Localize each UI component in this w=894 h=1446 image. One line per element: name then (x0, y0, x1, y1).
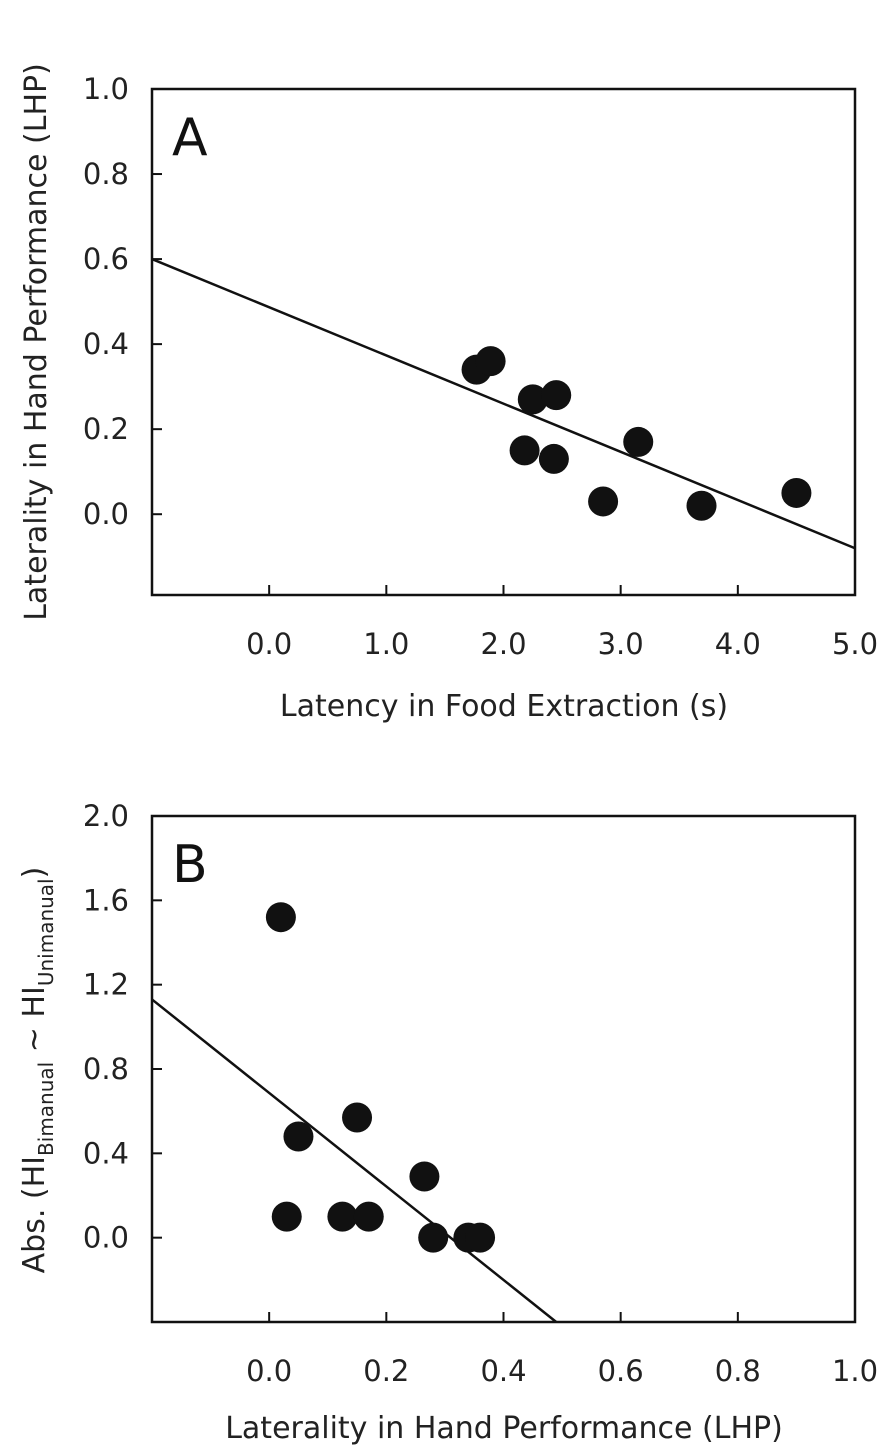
x-tick-label: 0.8 (715, 1354, 761, 1388)
y-axis-title-a: Laterality in Hand Performance (LHP) (19, 63, 54, 621)
panel-label-b: B (172, 835, 208, 895)
data-point (686, 490, 717, 521)
data-point (418, 1222, 449, 1253)
y-tick-label: 1.2 (83, 968, 129, 1002)
panel-b: 0.00.40.81.21.62.0 0.0 0.2 0.4 0.6 0.8 1.0 B … (17, 799, 878, 1446)
data-point (283, 1121, 314, 1152)
y-tick-label: 2.0 (83, 799, 129, 833)
y-tick-label: 0.8 (83, 157, 129, 191)
data-point (265, 902, 296, 933)
data-point (588, 486, 619, 517)
x-tick-label: 4.0 (715, 627, 761, 661)
data-point (465, 1222, 496, 1253)
data-point (409, 1161, 440, 1192)
x-axis-title-a: Latency in Food Extraction (s) (280, 689, 728, 724)
data-point (271, 1201, 302, 1232)
y-tick-label: 1.0 (83, 72, 129, 106)
y-tick-label: 0.4 (83, 327, 129, 361)
plot-frame-a (150, 87, 857, 597)
data-point (342, 1102, 373, 1133)
y-axis-title-b: Abs. (HIBimanual ~ HIUnimanual) (17, 867, 58, 1274)
x-tick-label: 0.6 (598, 1354, 644, 1388)
y-title-b-sub2: Unimanual (34, 878, 58, 986)
data-point (353, 1201, 384, 1232)
panel-label-a: A (172, 108, 208, 168)
x-tick-label: 0.0 (246, 1354, 292, 1388)
data-point (475, 346, 506, 377)
y-title-b-suffix: ) (17, 867, 52, 879)
data-point (538, 443, 569, 474)
data-point (623, 426, 654, 457)
x-tick-label: 3.0 (598, 627, 644, 661)
x-tick-label: 0.4 (480, 1354, 526, 1388)
x-tick-label: 0.2 (363, 1354, 409, 1388)
y-tick-label: 0.4 (83, 1136, 129, 1170)
y-tick-label: 1.6 (83, 883, 129, 917)
panel-a: 0.00.20.40.60.81.0 0.0 1.0 2.0 3.0 4.0 5.0 A … (19, 63, 878, 724)
x-axis-title-b: Laterality in Hand Performance (LHP) (225, 1411, 783, 1446)
data-point (517, 384, 548, 415)
x-tick-label: 0.0 (246, 627, 292, 661)
y-tick-label: 0.0 (83, 1221, 129, 1255)
x-tick-label: 2.0 (480, 627, 526, 661)
y-tick-label: 0.2 (83, 412, 129, 446)
data-point (509, 435, 540, 466)
data-point (541, 380, 572, 411)
plot-frame-b (150, 814, 857, 1324)
y-tick-label: 0.8 (83, 1052, 129, 1086)
y-title-b-mid: ~ HI (17, 986, 52, 1062)
y-title-b-sub1: Bimanual (34, 1062, 58, 1156)
regression-line (151, 257, 856, 550)
x-tick-label: 1.0 (363, 627, 409, 661)
data-point (327, 1201, 358, 1232)
y-title-b-prefix: Abs. (HI (17, 1156, 52, 1273)
x-tick-label: 5.0 (832, 627, 878, 661)
y-tick-label: 0.6 (83, 242, 129, 276)
x-tick-label: 1.0 (832, 1354, 878, 1388)
y-tick-label: 0.0 (83, 497, 129, 531)
regression-line (151, 998, 558, 1323)
data-point (781, 477, 812, 508)
